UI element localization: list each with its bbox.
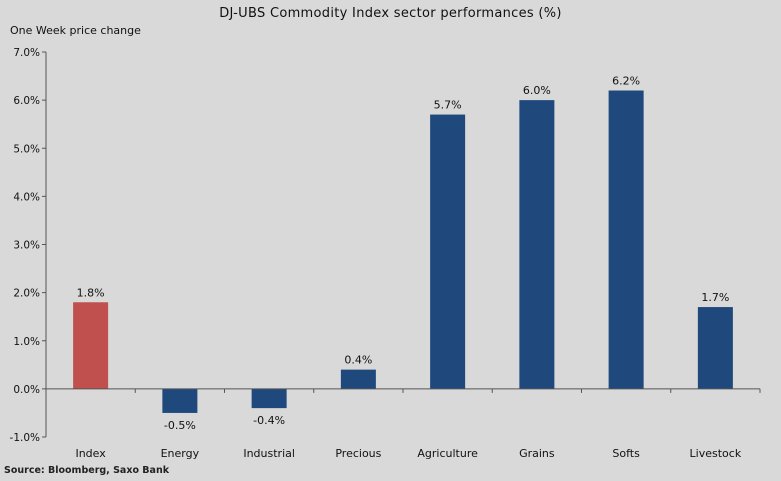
- bar-grains: [519, 100, 555, 389]
- y-tick-label: 1.0%: [13, 336, 40, 348]
- x-tick-label: Energy: [161, 447, 200, 460]
- x-tick-label: Agriculture: [417, 447, 478, 460]
- x-tick-label: Softs: [612, 447, 640, 460]
- data-label: -0.5%: [164, 419, 196, 432]
- y-tick-label: 0.0%: [13, 384, 40, 396]
- data-label: -0.4%: [253, 414, 285, 427]
- bar-index: [73, 302, 109, 389]
- source-note: Source: Bloomberg, Saxo Bank: [4, 465, 170, 476]
- y-tick-label: 2.0%: [13, 288, 40, 300]
- bar-livestock: [697, 307, 733, 389]
- bar-precious: [340, 369, 376, 389]
- y-tick-label: 5.0%: [13, 143, 40, 155]
- x-tick-label: Index: [75, 447, 106, 460]
- y-axis-label: One Week price change: [10, 24, 141, 37]
- data-label: 6.2%: [612, 75, 640, 88]
- data-label: 1.8%: [77, 286, 105, 299]
- bar-energy: [162, 388, 198, 413]
- x-tick-label: Precious: [335, 447, 381, 460]
- data-label: 1.7%: [701, 291, 729, 304]
- x-tick-label: Grains: [519, 447, 555, 460]
- y-tick-label: 4.0%: [13, 191, 40, 203]
- data-label: 5.7%: [434, 99, 462, 112]
- bar-softs: [608, 90, 644, 389]
- y-tick-label: -1.0%: [10, 432, 40, 444]
- chart-title: DJ-UBS Commodity Index sector performanc…: [219, 6, 562, 21]
- x-tick-label: Industrial: [243, 447, 295, 460]
- y-tick-label: 6.0%: [13, 95, 40, 107]
- data-label: 0.4%: [344, 354, 372, 367]
- x-tick-label: Livestock: [690, 447, 742, 460]
- bar-industrial: [251, 388, 287, 409]
- data-label: 6.0%: [523, 84, 551, 97]
- bar-agriculture: [430, 114, 466, 389]
- y-tick-label: 3.0%: [13, 240, 40, 252]
- y-tick-label: 7.0%: [13, 47, 40, 59]
